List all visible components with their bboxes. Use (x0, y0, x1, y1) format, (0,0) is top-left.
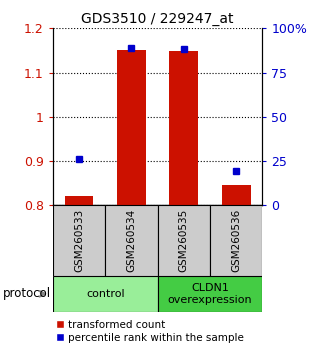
Bar (210, 205, 262, 276)
Bar (169, 51, 198, 205)
Text: GSM260533: GSM260533 (74, 209, 84, 272)
Bar (105, 205, 157, 276)
Title: GDS3510 / 229247_at: GDS3510 / 229247_at (81, 12, 234, 26)
Bar (53, 205, 105, 276)
Text: GSM260536: GSM260536 (231, 209, 241, 272)
Bar (65, 196, 93, 205)
Text: control: control (86, 289, 124, 299)
Bar (117, 50, 146, 205)
Bar (157, 205, 210, 276)
Bar (53, 276, 157, 312)
Legend: transformed count, percentile rank within the sample: transformed count, percentile rank withi… (52, 315, 248, 347)
Bar (222, 184, 251, 205)
Text: CLDN1
overexpression: CLDN1 overexpression (168, 283, 252, 305)
Text: GSM260534: GSM260534 (126, 209, 136, 272)
Bar (157, 276, 262, 312)
Text: protocol: protocol (3, 287, 51, 300)
Text: GSM260535: GSM260535 (179, 209, 189, 272)
